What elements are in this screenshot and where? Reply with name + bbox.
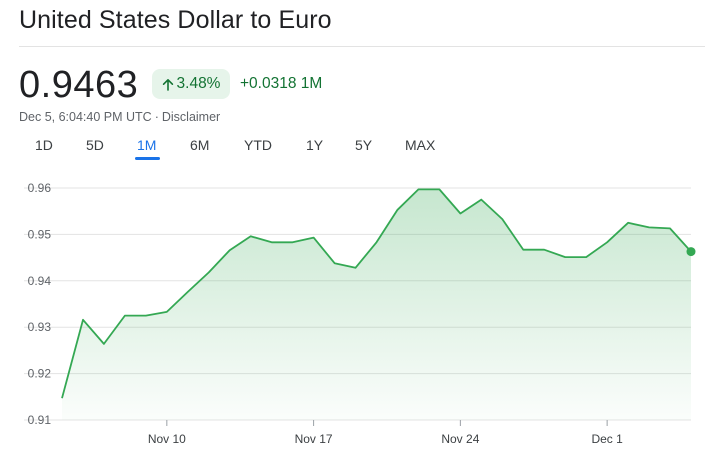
y-tick-label: 0.94 xyxy=(28,274,52,288)
x-tick-label: Dec 1 xyxy=(591,432,623,446)
x-tick-label: Nov 17 xyxy=(295,432,333,446)
percent-change-badge: 3.48% xyxy=(152,69,230,99)
y-tick-label: 0.96 xyxy=(28,181,52,195)
title-divider xyxy=(19,46,705,47)
tab-6m[interactable]: 6M xyxy=(190,137,210,153)
tab-ytd[interactable]: YTD xyxy=(244,137,272,153)
tab-1y[interactable]: 1Y xyxy=(306,137,324,153)
x-tick-label: Nov 10 xyxy=(148,432,186,446)
tab-max[interactable]: MAX xyxy=(405,137,436,153)
page-title: United States Dollar to Euro xyxy=(19,6,332,34)
y-axis-labels: 0.96 0.95 0.94 0.93 0.92 0.91 xyxy=(28,181,52,427)
absolute-change: +0.0318 1M xyxy=(240,75,323,92)
arrow-up-icon xyxy=(162,78,173,91)
y-tick-label: 0.92 xyxy=(28,367,52,381)
tab-1m[interactable]: 1M xyxy=(137,137,157,153)
series-points xyxy=(686,247,696,257)
tab-5d[interactable]: 5D xyxy=(86,137,104,153)
separator: · xyxy=(154,110,159,124)
x-tick-label: Nov 24 xyxy=(441,432,479,446)
tab-5y[interactable]: 5Y xyxy=(355,137,373,153)
area-fill xyxy=(62,189,691,420)
series-line xyxy=(61,188,692,399)
exchange-rate-chart[interactable]: 0.960.950.940.930.920.91 Nov 10 Nov 17 Nov… xyxy=(0,168,705,459)
current-value-point xyxy=(686,247,696,257)
x-axis-ticks: Nov 10 Nov 17 Nov 24 Dec 1 xyxy=(148,420,623,446)
tab-1d[interactable]: 1D xyxy=(35,137,53,153)
y-tick-label: 0.91 xyxy=(28,413,52,427)
percent-change-value: 3.48% xyxy=(176,75,221,92)
current-price: 0.9463 xyxy=(19,64,139,106)
quote-timestamp: Dec 5, 6:04:40 PM UTC xyxy=(19,110,152,124)
quote-timestamp-line: Dec 5, 6:04:40 PM UTC · Disclaimer xyxy=(19,110,220,124)
selected-tab-indicator xyxy=(135,157,160,160)
disclaimer-link[interactable]: Disclaimer xyxy=(161,110,221,124)
range-tabs: 1D 5D 1M 6M YTD 1Y 5Y MAX xyxy=(0,137,705,163)
y-tick-label: 0.95 xyxy=(28,227,52,241)
y-tick-label: 0.93 xyxy=(28,320,52,334)
